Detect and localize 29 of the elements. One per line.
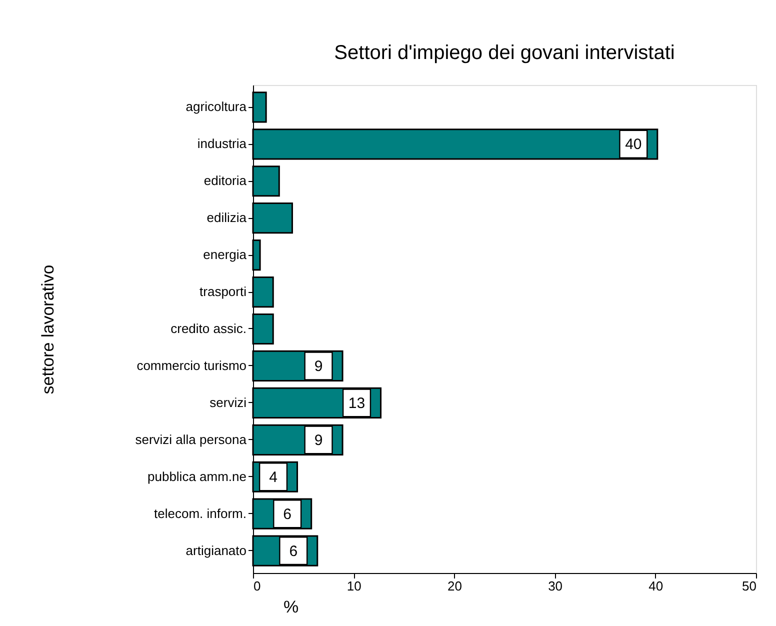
y-tick-label: artigianato <box>186 542 246 558</box>
data-label: 4 <box>269 468 278 486</box>
data-label: 9 <box>314 432 323 449</box>
x-tick-label: 20 <box>447 578 462 594</box>
data-label: 9 <box>314 358 323 375</box>
y-tick-label: credito assic. <box>170 321 246 336</box>
y-tick-label: industria <box>197 136 248 152</box>
chart-title: Settori d'impiego dei govani intervistati <box>334 42 675 64</box>
x-axis-title: % <box>284 598 299 616</box>
x-tick-label: 10 <box>346 578 362 594</box>
y-tick-label: commercio turismo <box>136 358 246 373</box>
y-tick-label: servizi alla persona <box>135 432 248 447</box>
y-tick-label: telecom. inform. <box>154 506 246 521</box>
x-tick-label: 0 <box>254 578 261 594</box>
y-tick-label: agricoltura <box>186 99 248 114</box>
data-label: 40 <box>625 136 642 154</box>
data-label: 6 <box>283 506 292 523</box>
y-tick-label: trasporti <box>200 284 247 300</box>
x-tick-label: 30 <box>548 578 563 594</box>
x-tick-label: 50 <box>742 578 756 594</box>
y-tick-label: editoria <box>204 173 248 188</box>
y-axis-title: settore lavorativo <box>38 264 58 394</box>
data-label: 6 <box>289 542 298 560</box>
y-tick-label: edilizia <box>206 210 248 226</box>
data-label: 13 <box>348 394 366 412</box>
y-tick-label: pubblica amm.ne <box>148 468 246 484</box>
x-tick-label: 40 <box>648 578 664 594</box>
y-tick-label: servizi <box>210 394 247 410</box>
y-tick-label: energia <box>203 247 248 262</box>
